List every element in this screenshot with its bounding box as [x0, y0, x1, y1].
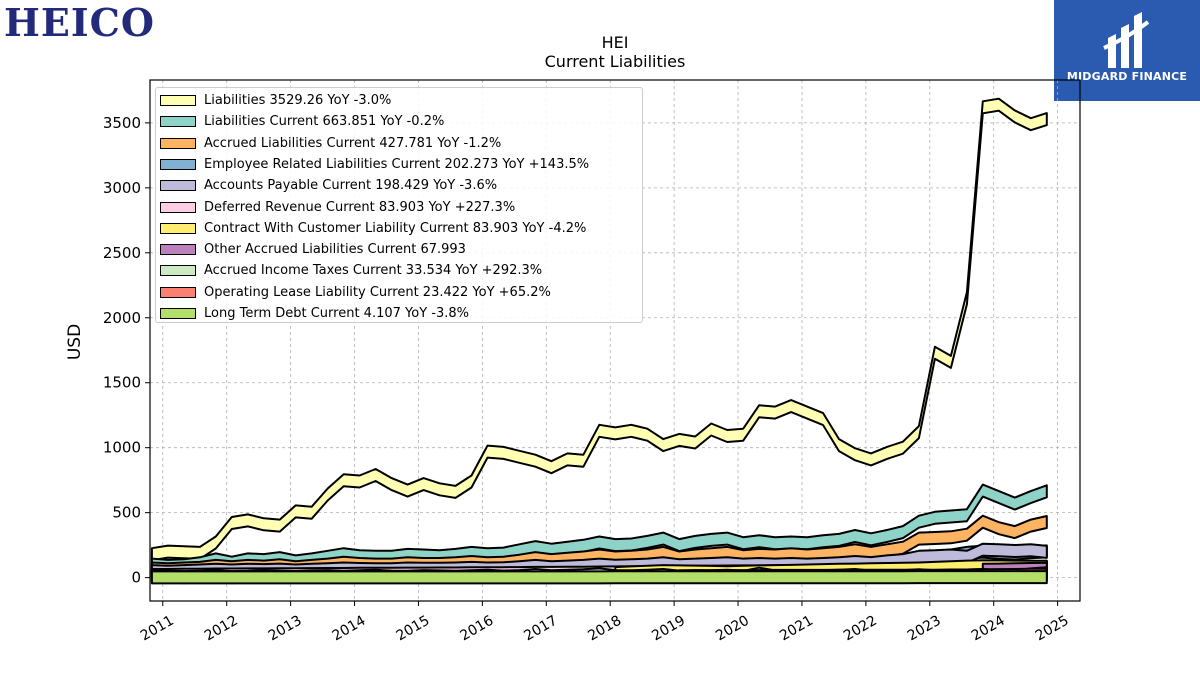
x-tick-label: 2015: [394, 613, 433, 645]
legend-label: Long Term Debt Current 4.107 YoY -3.8%: [204, 306, 469, 321]
legend-swatch: [160, 116, 196, 128]
legend-label: Liabilities Current 663.851 YoY -0.2%: [204, 114, 445, 130]
legend-entry: Long Term Debt Current 4.107 YoY -3.8%: [160, 304, 469, 323]
y-tick-label: 2500: [103, 244, 141, 262]
y-tick-label: 3000: [103, 179, 141, 197]
legend-label: Contract With Customer Liability Current…: [204, 220, 587, 236]
legend-swatch: [160, 308, 196, 319]
legend-entry: Deferred Revenue Current 83.903 YoY +227…: [160, 198, 515, 217]
midgard-mark-icon: [1103, 12, 1150, 68]
series-band: [150, 570, 1048, 585]
y-tick-label: 500: [112, 504, 141, 522]
legend-entry: Operating Lease Liability Current 23.422…: [160, 283, 551, 302]
y-tick-label: 3500: [103, 114, 141, 132]
x-tick-label: 2022: [841, 613, 880, 645]
legend-label: Accounts Payable Current 198.429 YoY -3.…: [204, 178, 498, 194]
x-tick-label: 2014: [330, 613, 369, 645]
legend: Liabilities 3529.26 YoY -3.0% Liabilities…: [155, 87, 643, 323]
y-tick-label: 2000: [103, 309, 141, 327]
x-tick-label: 2012: [202, 613, 241, 645]
x-tick-label: 2020: [713, 613, 752, 645]
legend-entry: Liabilities Current 663.851 YoY -0.2%: [160, 112, 444, 131]
series-band: [150, 97, 1048, 562]
legend-swatch: [160, 265, 196, 277]
legend-label: Accrued Liabilities Current 427.781 YoY …: [204, 135, 502, 151]
legend-label: Accrued Income Taxes Current 33.534 YoY …: [204, 263, 543, 279]
legend-swatch: [160, 244, 196, 256]
chart-title: HEI: [602, 33, 629, 52]
legend-swatch: [160, 95, 196, 106]
midgard-finance-text: MIDGARD FINANCE: [1066, 70, 1188, 83]
legend-swatch: [160, 180, 196, 192]
chart-subtitle: Current Liabilities: [545, 52, 686, 71]
legend-label: Operating Lease Liability Current 23.422…: [204, 284, 551, 300]
legend-entry: Employee Related Liabilities Current 202…: [160, 155, 589, 174]
x-tick-label: 2021: [777, 613, 816, 645]
x-tick-label: 2024: [969, 613, 1008, 645]
legend-swatch: [160, 137, 196, 149]
y-axis-label: USD: [65, 324, 85, 360]
legend-label: Deferred Revenue Current 83.903 YoY +227…: [204, 199, 516, 215]
x-tick-label: 2025: [1033, 613, 1072, 645]
series-areas: [150, 97, 1048, 585]
legend-swatch: [160, 222, 196, 234]
legend-entry: Contract With Customer Liability Current…: [160, 219, 586, 238]
y-tick-label: 1500: [103, 374, 141, 392]
x-tick-label: 2017: [521, 613, 560, 645]
heico-logo: HEICO: [4, 0, 155, 45]
legend-label: Liabilities 3529.26 YoY -3.0%: [204, 93, 392, 108]
plot-frame: [149, 79, 1081, 602]
y-tick-label: 0: [131, 569, 141, 587]
legend-swatch: [160, 286, 196, 298]
legend-entry: Accrued Income Taxes Current 33.534 YoY …: [160, 261, 542, 280]
x-tick-label: 2023: [905, 613, 944, 645]
x-tick-label: 2018: [585, 613, 624, 645]
legend-label: Other Accrued Liabilities Current 67.993: [204, 242, 466, 258]
x-tick-label: 2019: [649, 613, 688, 645]
y-tick-label: 1000: [103, 439, 141, 457]
legend-entry: Accounts Payable Current 198.429 YoY -3.…: [160, 176, 497, 195]
x-tick-label: 2013: [266, 613, 305, 645]
legend-swatch: [160, 201, 196, 213]
legend-label: Employee Related Liabilities Current 202…: [204, 156, 590, 172]
legend-swatch: [160, 158, 196, 170]
legend-entry: Accrued Liabilities Current 427.781 YoY …: [160, 134, 501, 153]
legend-entry: Liabilities 3529.26 YoY -3.0%: [160, 91, 391, 110]
x-tick-label: 2011: [138, 613, 177, 645]
x-tick-label: 2016: [458, 613, 497, 645]
midgard-finance-logo: MIDGARD FINANCE: [1054, 0, 1200, 101]
legend-entry: Other Accrued Liabilities Current 67.993: [160, 240, 466, 259]
